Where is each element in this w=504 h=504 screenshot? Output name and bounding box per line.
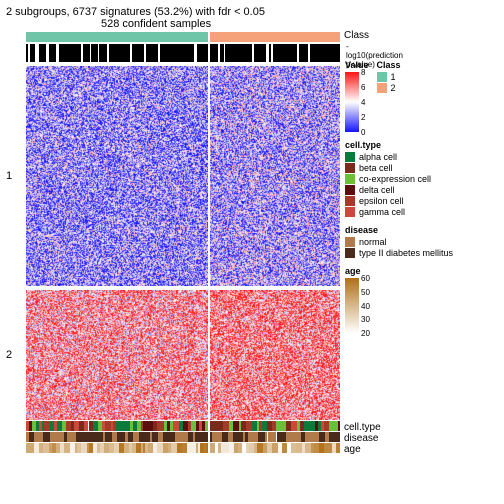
legend-label: normal [359, 237, 387, 247]
bottom-seg [210, 443, 340, 453]
legend-row: alpha cell [345, 152, 453, 162]
bottom-seg [210, 432, 340, 442]
bottom-band-disease [26, 432, 340, 442]
disease-legend-title: disease [345, 225, 453, 235]
legend-swatch [345, 207, 355, 217]
legend-swatch [377, 83, 387, 93]
heatmap-block-2-1 [26, 290, 208, 420]
legend-label: type II diabetes mellitus [359, 248, 453, 258]
value-tick: 8 [361, 68, 365, 77]
legend-row: epsilon cell [345, 196, 453, 206]
value-tick: 2 [361, 113, 365, 122]
pred-label-line: -log10(prediction [346, 42, 403, 60]
legend-row: beta cell [345, 163, 453, 173]
age-tick: 60 [361, 274, 370, 283]
age-legend: age 6050403020 [345, 266, 453, 333]
class-seg-1 [26, 32, 208, 42]
prediction-band [26, 44, 340, 62]
legend-row: gamma cell [345, 207, 453, 217]
bottom-seg [26, 432, 208, 442]
class-band [26, 32, 340, 42]
value-tick: 6 [361, 83, 365, 92]
age-tick: 40 [361, 302, 370, 311]
legend-swatch [377, 72, 387, 82]
legend-swatch [345, 163, 355, 173]
legend-swatch [345, 185, 355, 195]
bottom-seg [26, 443, 208, 453]
heatmap-row-1 [26, 66, 340, 286]
legend-swatch [345, 174, 355, 184]
legend-row: 2 [377, 83, 401, 93]
class-legend: Class 12 [377, 60, 401, 132]
legend-swatch [345, 196, 355, 206]
heatmap-block-2-2 [210, 290, 340, 420]
age-tick: 50 [361, 288, 370, 297]
age-tick: 20 [361, 329, 370, 338]
legend-label: epsilon cell [359, 196, 404, 206]
legend-label: gamma cell [359, 207, 405, 217]
legend-label: beta cell [359, 163, 393, 173]
pred-seg-2 [210, 44, 340, 62]
class-axis-label: Class [344, 30, 369, 41]
heatmap-block-1-1 [26, 66, 208, 286]
legend-row: type II diabetes mellitus [345, 248, 453, 258]
heatmap-block-1-2 [210, 66, 340, 286]
bottom-band-label: cell.type [344, 422, 381, 433]
title: 2 subgroups, 6737 signatures (53.2%) wit… [6, 6, 498, 18]
legend-area: Value 86420 Class 12 cell.type alpha cel… [345, 60, 453, 341]
heatmap-row-2 [26, 290, 340, 420]
heatmap-stack: Class-log10(predictionp-value)cell.typed… [26, 32, 340, 453]
legend-label: 1 [391, 72, 396, 82]
age-tick: 30 [361, 315, 370, 324]
legend-swatch [345, 152, 355, 162]
legend-row: co-expression cell [345, 174, 453, 184]
row-group-label-1: 1 [6, 170, 12, 182]
legend-swatch [345, 237, 355, 247]
bottom-seg [26, 421, 208, 431]
legend-row: delta cell [345, 185, 453, 195]
pred-seg-1 [26, 44, 208, 62]
value-colorbar: 86420 [345, 72, 359, 132]
bottom-band-cell.type [26, 421, 340, 431]
legend-row: normal [345, 237, 453, 247]
legend-label: delta cell [359, 185, 395, 195]
disease-legend: disease normaltype II diabetes mellitus [345, 225, 453, 258]
legend-label: co-expression cell [359, 174, 431, 184]
value-legend: Value 86420 [345, 60, 369, 132]
bottom-band-label: disease [344, 433, 378, 444]
celltype-legend: cell.type alpha cellbeta cellco-expressi… [345, 140, 453, 217]
celltype-legend-title: cell.type [345, 140, 453, 150]
class-legend-title: Class [377, 60, 401, 70]
class-seg-2 [210, 32, 340, 42]
row-group-label-2: 2 [6, 349, 12, 361]
subtitle: 528 confident samples [101, 18, 498, 30]
value-tick: 0 [361, 128, 365, 137]
value-tick: 4 [361, 98, 365, 107]
bottom-band-label: age [344, 444, 361, 455]
legend-swatch [345, 248, 355, 258]
age-colorbar: 6050403020 [345, 278, 359, 333]
legend-row: 1 [377, 72, 401, 82]
legend-label: alpha cell [359, 152, 397, 162]
bottom-seg [210, 421, 340, 431]
legend-label: 2 [391, 83, 396, 93]
bottom-band-age [26, 443, 340, 453]
